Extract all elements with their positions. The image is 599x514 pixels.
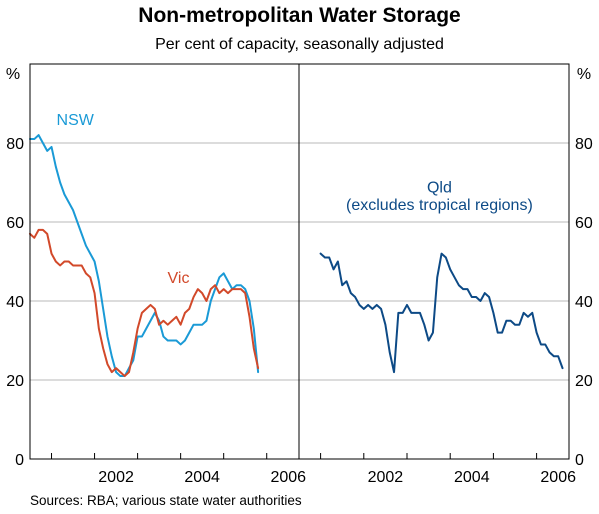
y-unit-right: % <box>577 66 591 83</box>
y-tick-right-80: 80 <box>575 136 593 153</box>
tick-labels: 0 0 20 20 40 40 60 60 80 80% % 2002 2004 2006 2002 2004… <box>6 66 593 486</box>
x-tick-0-2002: 2002 <box>98 469 134 486</box>
y-tick-left-20: 20 <box>6 373 24 390</box>
y-tick-right-0: 0 <box>575 452 584 469</box>
annotation-0-1: Vic <box>168 270 190 287</box>
source-note: Sources: RBA; various state water author… <box>30 493 302 508</box>
series-layer <box>29 134 564 378</box>
x-tick-1-2002: 2002 <box>368 469 404 486</box>
x-tick-0-2006: 2006 <box>270 469 306 486</box>
annotation-0-0: NSW <box>57 112 95 129</box>
annotations: NSW Vic Qld(excludes tropical regions) <box>57 112 533 287</box>
y-tick-right-60: 60 <box>575 215 593 232</box>
annotation-1-0: Qld <box>427 179 452 196</box>
annotation-1-1: (excludes tropical regions) <box>346 197 533 214</box>
y-tick-left-60: 60 <box>6 215 24 232</box>
y-tick-right-20: 20 <box>575 373 593 390</box>
series-line-vic <box>29 228 260 378</box>
plot-frame <box>29 63 570 460</box>
x-tick-0-2004: 2004 <box>184 469 220 486</box>
y-tick-left-80: 80 <box>6 136 24 153</box>
y-tick-right-40: 40 <box>575 294 593 311</box>
y-unit-left: % <box>6 66 20 83</box>
x-tick-1-2006: 2006 <box>540 469 576 486</box>
y-tick-left-0: 0 <box>15 452 24 469</box>
series-line-nsw <box>29 134 260 378</box>
x-tick-1-2004: 2004 <box>454 469 490 486</box>
chart-title: Non-metropolitan Water Storage <box>138 4 461 27</box>
series-line-qld <box>319 252 564 374</box>
chart-subtitle: Per cent of capacity, seasonally adjuste… <box>155 36 444 53</box>
y-tick-left-40: 40 <box>6 294 24 311</box>
